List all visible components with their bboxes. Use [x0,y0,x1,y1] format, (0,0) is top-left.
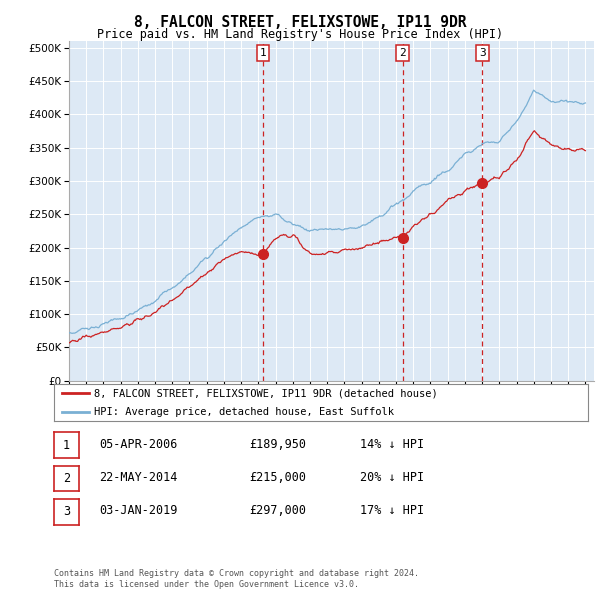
Text: £297,000: £297,000 [249,504,306,517]
Text: 22-MAY-2014: 22-MAY-2014 [99,471,178,484]
Text: 3: 3 [63,505,70,518]
Text: 8, FALCON STREET, FELIXSTOWE, IP11 9DR: 8, FALCON STREET, FELIXSTOWE, IP11 9DR [134,15,466,30]
Text: £215,000: £215,000 [249,471,306,484]
Text: 05-APR-2006: 05-APR-2006 [99,438,178,451]
Text: 2: 2 [63,472,70,485]
Text: 1: 1 [260,48,266,58]
Text: HPI: Average price, detached house, East Suffolk: HPI: Average price, detached house, East… [94,407,394,417]
Text: 20% ↓ HPI: 20% ↓ HPI [360,471,424,484]
Text: 14% ↓ HPI: 14% ↓ HPI [360,438,424,451]
Text: 17% ↓ HPI: 17% ↓ HPI [360,504,424,517]
Text: £189,950: £189,950 [249,438,306,451]
Text: 3: 3 [479,48,485,58]
Text: 1: 1 [63,439,70,452]
Text: 8, FALCON STREET, FELIXSTOWE, IP11 9DR (detached house): 8, FALCON STREET, FELIXSTOWE, IP11 9DR (… [94,388,438,398]
Text: 03-JAN-2019: 03-JAN-2019 [99,504,178,517]
Text: Contains HM Land Registry data © Crown copyright and database right 2024.: Contains HM Land Registry data © Crown c… [54,569,419,578]
Text: This data is licensed under the Open Government Licence v3.0.: This data is licensed under the Open Gov… [54,579,359,589]
Text: Price paid vs. HM Land Registry's House Price Index (HPI): Price paid vs. HM Land Registry's House … [97,28,503,41]
Text: 2: 2 [399,48,406,58]
